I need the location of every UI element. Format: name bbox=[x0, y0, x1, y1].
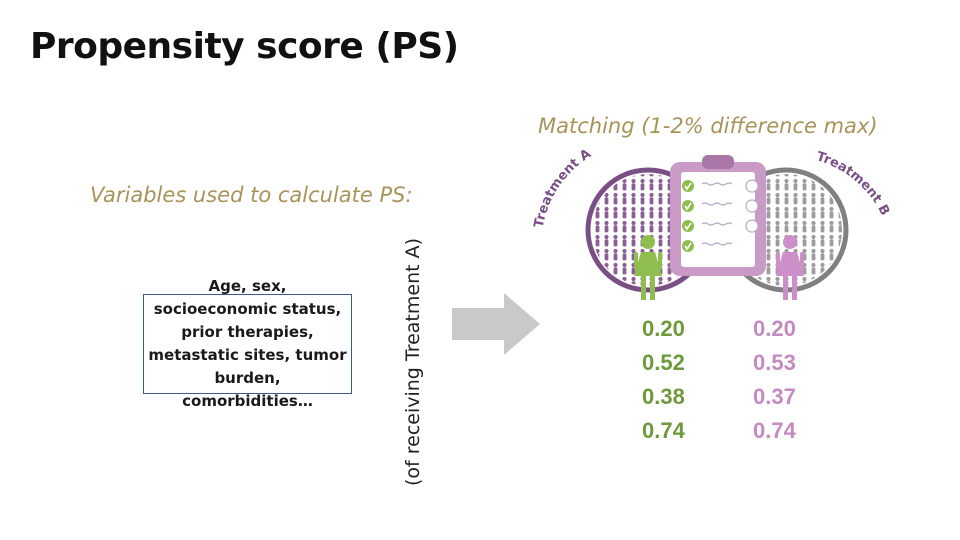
right-arrow-icon bbox=[452, 293, 540, 355]
score-b-4: 0.74 bbox=[753, 418, 796, 443]
treatment-a-person-icon bbox=[634, 235, 662, 300]
variables-list: Age, sex, socioeconomic status, prior th… bbox=[148, 277, 347, 410]
treatment-a-scores: 0.20 0.52 0.38 0.74 bbox=[642, 312, 685, 448]
treatment-a-label: Treatment A bbox=[532, 150, 594, 229]
score-a-4: 0.74 bbox=[642, 418, 685, 443]
treatment-b-person-icon bbox=[776, 235, 804, 300]
matching-title: Matching (1-2% difference max) bbox=[538, 114, 878, 138]
score-a-1: 0.20 bbox=[642, 316, 685, 341]
score-b-2: 0.53 bbox=[753, 350, 796, 375]
variables-heading: Variables used to calculate PS: bbox=[90, 183, 413, 207]
treatment-b-scores: 0.20 0.53 0.37 0.74 bbox=[753, 312, 796, 448]
matching-illustration: Treatment A Treatment B bbox=[532, 150, 892, 300]
score-b-3: 0.37 bbox=[753, 384, 796, 409]
ps-axis-label: (of receiving Treatment A) bbox=[402, 237, 424, 487]
variables-box: Age, sex, socioeconomic status, prior th… bbox=[143, 277, 352, 410]
page-title: Propensity score (PS) bbox=[30, 26, 459, 67]
clipboard-icon bbox=[670, 155, 766, 276]
score-a-2: 0.52 bbox=[642, 350, 685, 375]
score-b-1: 0.20 bbox=[753, 316, 796, 341]
score-a-3: 0.38 bbox=[642, 384, 685, 409]
